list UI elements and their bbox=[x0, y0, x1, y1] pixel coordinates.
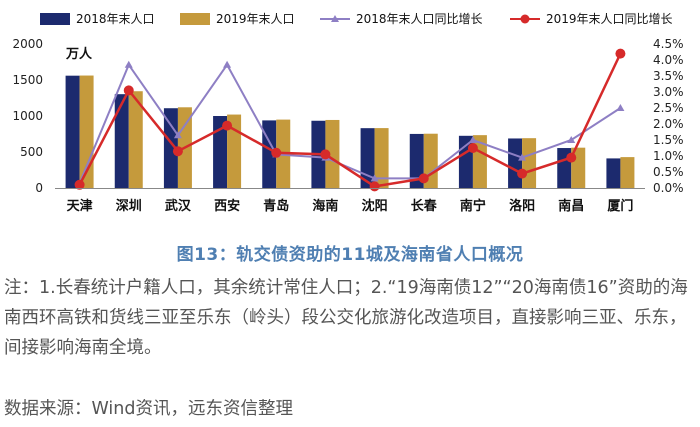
y-right-tick: 0.0% bbox=[653, 181, 684, 195]
bar-2019 bbox=[620, 157, 635, 188]
legend-swatch bbox=[180, 13, 210, 25]
point-2019-growth bbox=[566, 152, 577, 163]
bar-2019 bbox=[522, 138, 537, 188]
legend-label: 2019年末人口 bbox=[216, 12, 295, 26]
legend-marker bbox=[331, 15, 339, 22]
bar-2018 bbox=[114, 94, 129, 188]
point-2019-growth bbox=[271, 147, 282, 158]
bar-2019 bbox=[128, 91, 143, 188]
y-left-tick: 500 bbox=[20, 145, 43, 159]
population-chart: 2018年末人口 2019年末人口 2018年末人口同比增长 2019年末人口同比增长… bbox=[12, 12, 684, 214]
line-2019-growth bbox=[78, 53, 622, 188]
x-category: 青岛 bbox=[263, 198, 289, 214]
point-2019-growth bbox=[467, 143, 478, 153]
x-category: 海南 bbox=[312, 198, 338, 214]
x-category: 武汉 bbox=[165, 198, 192, 214]
x-category: 南昌 bbox=[558, 198, 584, 214]
bar-2018 bbox=[213, 116, 228, 188]
line-series bbox=[74, 48, 626, 192]
x-category: 长春 bbox=[411, 198, 438, 214]
x-category: 厦门 bbox=[607, 198, 633, 214]
legend-label: 2018年末人口同比增长 bbox=[356, 12, 483, 26]
x-category: 西安 bbox=[214, 198, 240, 214]
y-right-tick: 4.5% bbox=[653, 37, 684, 51]
x-category: 天津 bbox=[67, 198, 93, 214]
data-source: 数据来源：Wind资讯，远东资信整理 bbox=[4, 399, 293, 419]
y-left-tick: 1500 bbox=[12, 73, 43, 87]
figure-caption: 图13：轨交债资助的11城及海南省人口概况 bbox=[176, 245, 524, 265]
bar-series bbox=[65, 75, 635, 188]
y-right-tick: 3.5% bbox=[653, 69, 684, 83]
point-2019-growth bbox=[222, 120, 233, 131]
y-left-ticks: 0 500 1000 1500 2000 bbox=[12, 37, 43, 195]
point-2019-growth bbox=[172, 146, 183, 157]
y-right-tick: 2.5% bbox=[653, 101, 684, 115]
point-2018-growth bbox=[518, 153, 527, 161]
point-2019-growth bbox=[615, 48, 626, 59]
x-category: 南宁 bbox=[460, 198, 486, 214]
bar-2018 bbox=[606, 158, 621, 188]
point-2018-growth bbox=[468, 136, 477, 143]
point-2018-growth bbox=[370, 174, 379, 182]
legend-marker bbox=[520, 14, 530, 24]
y-left-tick: 0 bbox=[35, 181, 43, 195]
x-category: 洛阳 bbox=[509, 198, 535, 214]
point-2018-growth bbox=[173, 131, 182, 139]
y-right-tick: 4.0% bbox=[653, 53, 684, 67]
point-2018-growth bbox=[223, 60, 232, 68]
line-2018-growth bbox=[78, 62, 621, 184]
point-2019-growth bbox=[74, 179, 85, 190]
point-2019-growth bbox=[369, 181, 380, 192]
x-categories: 天津 深圳 武汉 西安 青岛 海南 沈阳 长春 南宁 洛阳 南昌 厦门 bbox=[67, 198, 634, 214]
bar-2018 bbox=[508, 138, 523, 188]
point-2019-growth bbox=[123, 85, 134, 96]
x-category: 沈阳 bbox=[362, 198, 388, 214]
bar-2018 bbox=[65, 75, 80, 188]
point-2019-growth bbox=[517, 168, 528, 179]
y-left-tick: 2000 bbox=[12, 37, 43, 51]
y-right-ticks: 0.0% 0.5% 1.0% 1.5% 2.0% 2.5% 3.0% 3.5% 4.0% 4.5% bbox=[653, 37, 684, 195]
point-2018-growth bbox=[124, 60, 133, 68]
y-right-tick: 1.5% bbox=[653, 133, 684, 147]
y-right-tick: 0.5% bbox=[653, 165, 684, 179]
point-2019-growth bbox=[320, 149, 331, 160]
point-2019-growth bbox=[418, 173, 429, 184]
bar-2019 bbox=[374, 128, 389, 188]
legend-label: 2018年末人口 bbox=[76, 12, 155, 26]
y-right-tick: 2.0% bbox=[653, 117, 684, 131]
point-2018-growth bbox=[616, 104, 625, 111]
point-2018-growth bbox=[567, 136, 576, 143]
y-right-tick: 3.0% bbox=[653, 85, 684, 99]
bar-2019 bbox=[227, 114, 242, 188]
y-left-unit: 万人 bbox=[65, 46, 93, 62]
bar-2019 bbox=[325, 119, 340, 188]
legend-label: 2019年末人口同比增长 bbox=[546, 12, 673, 26]
x-category: 深圳 bbox=[116, 198, 142, 214]
y-right-tick: 1.0% bbox=[653, 149, 684, 163]
bar-2018 bbox=[163, 108, 178, 188]
legend-swatch bbox=[40, 13, 70, 25]
bar-2018 bbox=[409, 133, 424, 188]
figure-note: 注：1.长春统计户籍人口，其余统计常住人口；2.“19海南债12”“20海南债1… bbox=[4, 278, 688, 358]
chart-legend: 2018年末人口 2019年末人口 2018年末人口同比增长 2019年末人口同比增长 bbox=[40, 12, 673, 26]
y-left-tick: 1000 bbox=[12, 109, 43, 123]
